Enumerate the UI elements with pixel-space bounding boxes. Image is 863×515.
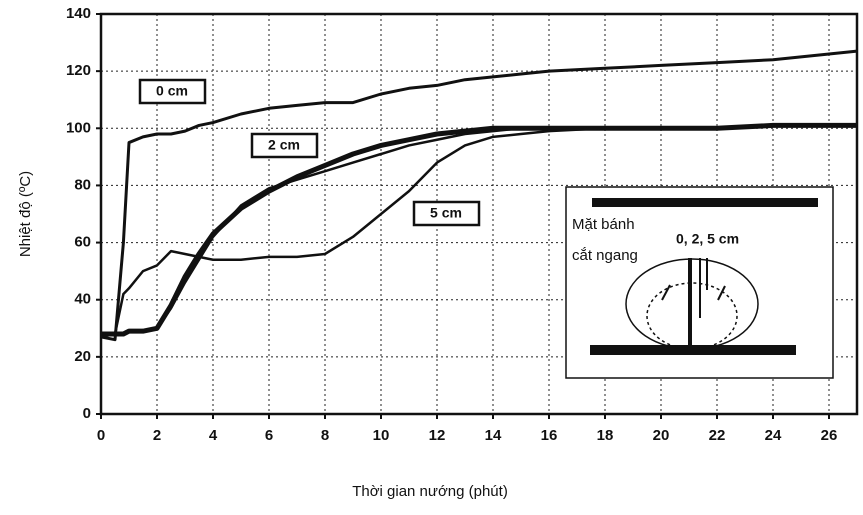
x-tick-label: 10 (373, 427, 390, 444)
y-tick-label: 120 (66, 62, 91, 79)
annotation: 0, 2, 5 cm (676, 231, 739, 247)
label-box (412, 200, 481, 227)
y-tick-label: 0 (83, 405, 91, 422)
annotation: cắt ngang (572, 247, 638, 264)
inset: Mặt bánh cắt ngang 0, 2, 5 cm (565, 186, 834, 379)
y-axis-title: Nhiệt độ (ºC) (17, 171, 34, 257)
x-tick-label: 18 (597, 427, 614, 444)
legend-label: 5 cm (430, 205, 462, 221)
legend-label: 0 cm (156, 83, 188, 99)
data-line (100, 124, 857, 339)
data-line (100, 49, 858, 342)
x-tick-label: 16 (541, 427, 558, 444)
x-tick-label: 24 (765, 427, 782, 444)
x-tick-label: 6 (265, 427, 273, 444)
y-tick-label: 60 (74, 234, 91, 251)
x-tick-label: 4 (209, 427, 218, 444)
annotation: Mặt bánh (572, 216, 635, 233)
y-tick-label: 80 (74, 176, 91, 193)
x-tick-label: 12 (429, 427, 446, 444)
x-tick-label: 2 (153, 427, 161, 444)
x-tick-label: 26 (821, 427, 838, 444)
x-axis-title: Thời gian nướng (phút) (352, 483, 508, 500)
label-box (250, 132, 319, 159)
y-tick-label: 40 (74, 291, 91, 308)
x-tick-label: 22 (709, 427, 726, 444)
x-tick-label: 14 (485, 427, 502, 444)
y-tick-label: 140 (66, 5, 91, 22)
label-box (138, 78, 207, 105)
x-tick-label: 8 (321, 427, 329, 444)
plot-frame (99, 12, 859, 416)
x-tick-label: 20 (653, 427, 670, 444)
y-tick-label: 100 (66, 119, 91, 136)
x-tick-label: 0 (97, 427, 105, 444)
y-tick-label: 20 (74, 348, 91, 365)
legend-label: 2 cm (268, 137, 300, 153)
